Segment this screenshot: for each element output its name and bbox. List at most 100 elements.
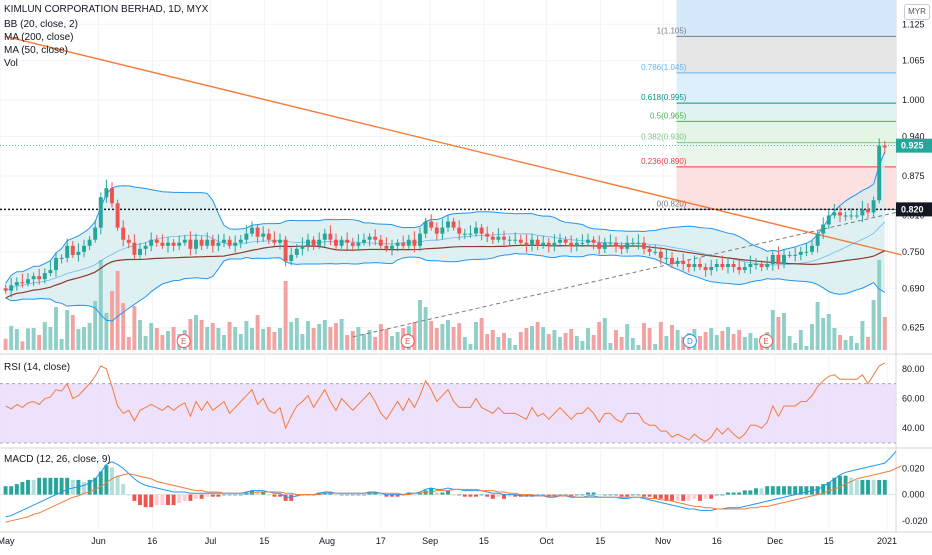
macd-histogram-bar [686, 494, 691, 501]
volume-bar [14, 329, 19, 350]
macd-histogram-bar [737, 492, 742, 495]
macd-histogram-bar [877, 479, 882, 495]
macd-title[interactable]: MACD (12, 26, close, 9) [4, 454, 111, 465]
volume-bar [714, 335, 719, 350]
candle-body [306, 239, 310, 246]
macd-histogram-bar [87, 479, 92, 495]
candle-body [474, 227, 478, 234]
candle-body [698, 264, 702, 268]
y-tick-label: 0.750 [902, 247, 925, 257]
macd-histogram-bar [216, 494, 221, 497]
candle-body [261, 233, 266, 237]
candle-body [826, 215, 831, 225]
candle-body [658, 251, 663, 258]
candle-body [714, 264, 719, 268]
macd-histogram-bar [602, 494, 607, 496]
volume-bar [395, 332, 400, 350]
rsi-line [5, 362, 886, 443]
candle-body [59, 257, 64, 259]
macd-histogram-bar [138, 494, 142, 506]
macd-histogram-bar [104, 465, 109, 495]
candle-body [132, 242, 137, 255]
candle-body [328, 233, 333, 240]
rsi-title[interactable]: RSI (14, close) [4, 362, 71, 373]
volume-bar [849, 336, 854, 350]
volume-bar [877, 260, 882, 350]
volume-bar [530, 326, 534, 350]
currency-badge[interactable]: MYR [904, 4, 930, 20]
macd-histogram-bar [474, 494, 478, 497]
macd-histogram-bar [177, 494, 182, 503]
macd-histogram-bar [132, 494, 137, 501]
legend-vol[interactable]: Vol [4, 58, 18, 69]
fib-level-label: 0.618(0.995) [641, 93, 687, 102]
macd-histogram-bar [65, 477, 70, 495]
candle-body [759, 264, 764, 268]
macd-histogram-bar [658, 494, 663, 499]
candle-body [244, 233, 249, 240]
volume-bar [362, 334, 366, 350]
candle-body [866, 209, 870, 213]
candle-body [350, 242, 355, 246]
volume-bar [121, 303, 126, 350]
y-tick-label: 0.625 [902, 323, 925, 333]
candle-body [390, 245, 394, 249]
candle-body [787, 254, 792, 256]
macd-line [5, 450, 897, 518]
volume-bar [608, 343, 613, 350]
macd-histogram-bar [838, 475, 842, 495]
volume-bar [474, 322, 478, 350]
macd-histogram-bar [233, 494, 238, 496]
volume-bar [586, 328, 590, 350]
volume-bar [418, 300, 422, 350]
candle-body [31, 276, 36, 280]
volume-bar [205, 327, 210, 350]
event-marker-e [759, 334, 774, 348]
macd-tick-label: 0.020 [902, 463, 925, 473]
candle-body [647, 248, 652, 252]
macd-histogram-bar [272, 494, 277, 497]
macd-histogram-bar [804, 486, 809, 495]
macd-histogram-bar [843, 475, 848, 495]
y-tick-label: 0.875 [902, 171, 925, 181]
macd-histogram-bar [720, 494, 725, 496]
volume-bar [233, 327, 238, 350]
x-tick-label: 15 [479, 536, 489, 546]
fib-level-label: 0.236(0.890) [641, 157, 687, 166]
volume-bar [821, 318, 826, 350]
macd-histogram-bar [188, 494, 193, 501]
macd-histogram-bar [462, 494, 467, 497]
chart-title[interactable]: KIMLUN CORPORATION BERHAD, 1D, MYX [4, 4, 209, 15]
legend-ma200[interactable]: MA (200, close) [4, 32, 74, 43]
legend-ma50[interactable]: MA (50, close) [4, 45, 68, 56]
y-tick-label: 0.690 [902, 283, 925, 293]
macd-histogram-bar [412, 494, 417, 496]
candle-body [692, 264, 697, 268]
volume-bar [300, 334, 305, 350]
y-tick-label: 0.940 [902, 132, 925, 142]
volume-bar [65, 310, 70, 350]
candle-body [283, 239, 288, 261]
macd-histogram-bar [390, 494, 394, 497]
bb-lower-line [5, 253, 886, 322]
macd-histogram-bar [222, 494, 226, 496]
volume-bar [378, 324, 383, 350]
volume-bar [272, 332, 277, 350]
macd-histogram-bar [143, 494, 148, 508]
candle-body [770, 254, 775, 264]
legend-bb[interactable]: BB (20, close, 2) [4, 19, 78, 30]
event-marker-e [176, 334, 191, 348]
volume-bar [737, 330, 742, 350]
candle-body [384, 245, 389, 249]
volume-bar [440, 324, 445, 350]
x-tick-label: Dec [767, 536, 784, 546]
volume-bar [636, 345, 641, 350]
candle-body [546, 242, 551, 246]
candle-body [457, 227, 462, 234]
volume-bar [93, 301, 98, 350]
volume-bar [222, 335, 226, 350]
volume-bar [166, 331, 170, 350]
candle-body [518, 239, 523, 243]
macd-histogram-bar [440, 492, 445, 495]
macd-histogram-bar [115, 475, 120, 495]
